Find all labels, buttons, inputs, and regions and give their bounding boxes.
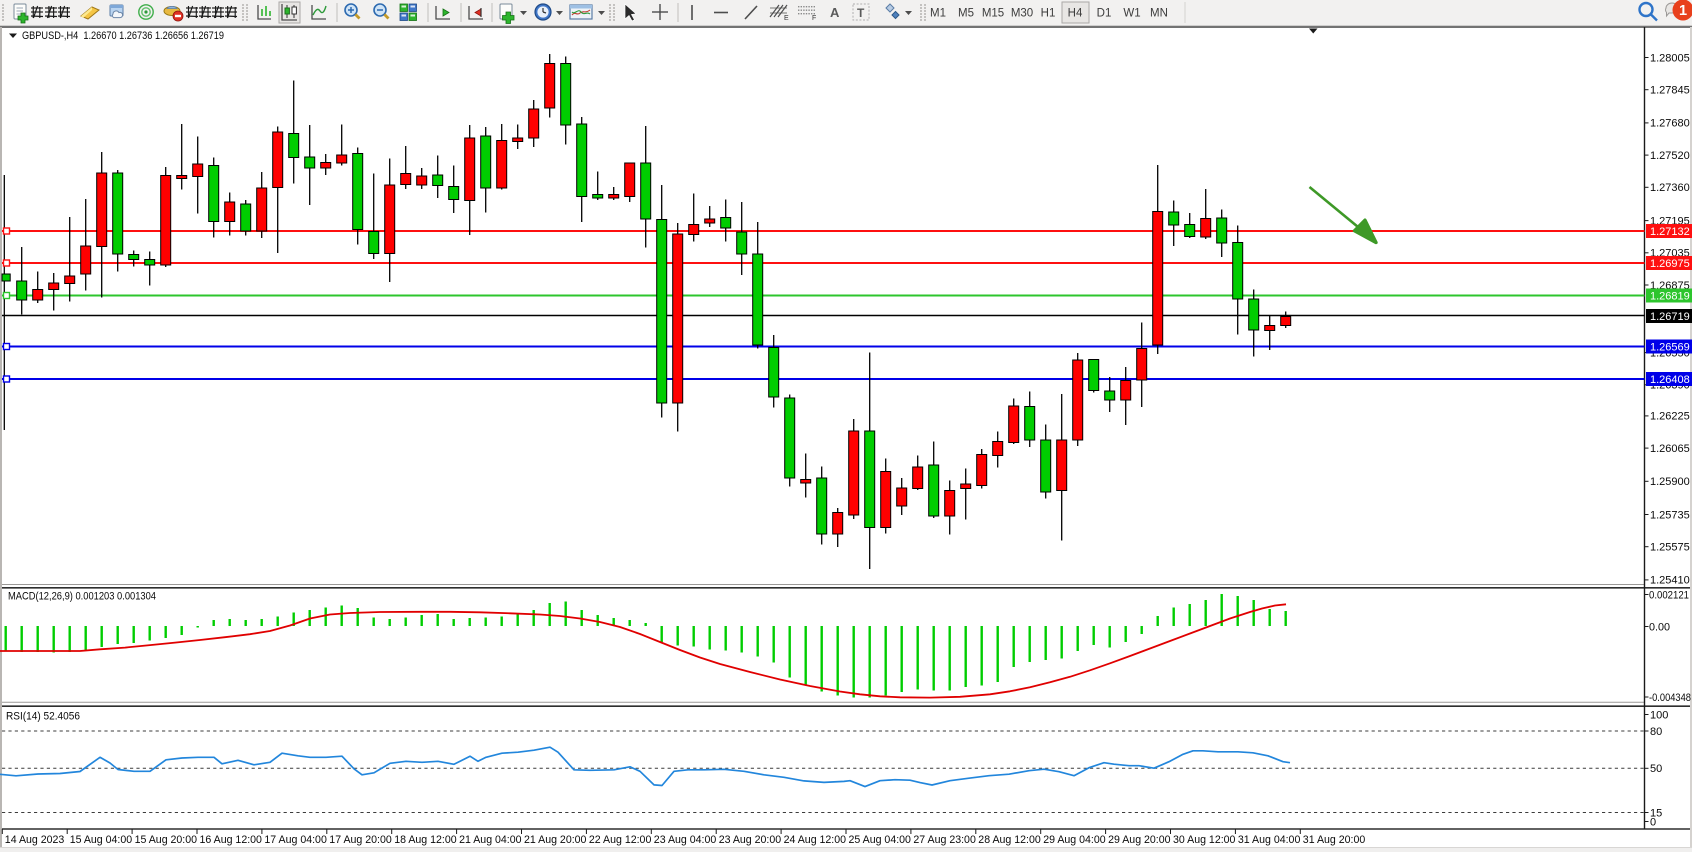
svg-text:GBPUSD-,H4 1.26670 1.26736 1.: GBPUSD-,H4 1.26670 1.26736 1.26656 1.267… [22, 30, 224, 42]
svg-text:0.00: 0.00 [1649, 621, 1670, 633]
svg-text:31 Aug 04:00: 31 Aug 04:00 [1238, 834, 1301, 846]
svg-text:23 Aug 04:00: 23 Aug 04:00 [654, 834, 717, 846]
svg-text:1.27680: 1.27680 [1650, 118, 1690, 130]
svg-text:25 Aug 04:00: 25 Aug 04:00 [849, 834, 912, 846]
svg-text:80: 80 [1650, 726, 1662, 738]
svg-text:1.27845: 1.27845 [1650, 85, 1690, 97]
svg-text:D1: D1 [1097, 8, 1112, 20]
svg-text:1.25575: 1.25575 [1650, 542, 1690, 554]
svg-text:1.25735: 1.25735 [1650, 509, 1690, 521]
svg-text:W1: W1 [1123, 8, 1140, 20]
svg-text:31 Aug 20:00: 31 Aug 20:00 [1303, 834, 1366, 846]
svg-text:1.25410: 1.25410 [1650, 575, 1690, 587]
svg-text:16 Aug 12:00: 16 Aug 12:00 [200, 834, 263, 846]
svg-text:1.26065: 1.26065 [1650, 443, 1690, 455]
svg-text:MACD(12,26,9) 0.001203 0.00130: MACD(12,26,9) 0.001203 0.001304 [8, 591, 156, 603]
svg-text:50: 50 [1650, 763, 1662, 775]
svg-text:22 Aug 12:00: 22 Aug 12:00 [589, 834, 652, 846]
svg-text:1.26975: 1.26975 [1650, 258, 1690, 270]
svg-text:RSI(14) 52.4056: RSI(14) 52.4056 [6, 711, 80, 723]
svg-text:14 Aug 2023: 14 Aug 2023 [5, 834, 65, 846]
svg-text:1.26225: 1.26225 [1650, 411, 1690, 423]
svg-text:21 Aug 20:00: 21 Aug 20:00 [524, 834, 587, 846]
svg-text:H1: H1 [1041, 8, 1056, 20]
svg-text:15 Aug 04:00: 15 Aug 04:00 [70, 834, 133, 846]
svg-text:29 Aug 04:00: 29 Aug 04:00 [1043, 834, 1106, 846]
svg-text:1.26408: 1.26408 [1650, 374, 1690, 386]
svg-text:1.26569: 1.26569 [1650, 341, 1690, 353]
svg-text:23 Aug 20:00: 23 Aug 20:00 [719, 834, 782, 846]
svg-text:0: 0 [1650, 816, 1656, 828]
svg-text:17 Aug 20:00: 17 Aug 20:00 [329, 834, 392, 846]
svg-text:100: 100 [1650, 709, 1668, 721]
svg-text:17 Aug 04:00: 17 Aug 04:00 [264, 834, 327, 846]
svg-text:15 Aug 20:00: 15 Aug 20:00 [135, 834, 198, 846]
svg-text:M15: M15 [982, 8, 1004, 20]
svg-text:1.25900: 1.25900 [1650, 476, 1690, 488]
svg-text:MN: MN [1150, 8, 1168, 20]
svg-text:H4: H4 [1068, 8, 1083, 20]
svg-text:A: A [830, 5, 840, 20]
svg-text:M30: M30 [1011, 8, 1033, 20]
svg-text:1.28005: 1.28005 [1650, 52, 1690, 64]
svg-text:E: E [784, 15, 789, 22]
svg-text:24 Aug 12:00: 24 Aug 12:00 [784, 834, 847, 846]
svg-text:30 Aug 12:00: 30 Aug 12:00 [1173, 834, 1236, 846]
svg-text:1.26819: 1.26819 [1650, 290, 1690, 302]
svg-text:28 Aug 12:00: 28 Aug 12:00 [978, 834, 1041, 846]
svg-text:M1: M1 [930, 8, 946, 20]
svg-text:F: F [812, 15, 816, 22]
svg-text:21 Aug 04:00: 21 Aug 04:00 [459, 834, 522, 846]
svg-text:1.26719: 1.26719 [1650, 311, 1690, 323]
svg-text:1.27520: 1.27520 [1650, 150, 1690, 162]
svg-text:1.27132: 1.27132 [1650, 226, 1690, 238]
svg-text:18 Aug 12:00: 18 Aug 12:00 [394, 834, 457, 846]
svg-text:1: 1 [1679, 3, 1687, 19]
svg-text:27 Aug 23:00: 27 Aug 23:00 [913, 834, 976, 846]
svg-text:0.002121: 0.002121 [1649, 589, 1689, 601]
svg-text:1.27360: 1.27360 [1650, 182, 1690, 194]
svg-text:M5: M5 [958, 8, 974, 20]
svg-text:15: 15 [1650, 807, 1662, 819]
svg-text:29 Aug 20:00: 29 Aug 20:00 [1108, 834, 1171, 846]
svg-text:T: T [857, 6, 865, 20]
svg-text:-0.004348: -0.004348 [1649, 692, 1691, 704]
